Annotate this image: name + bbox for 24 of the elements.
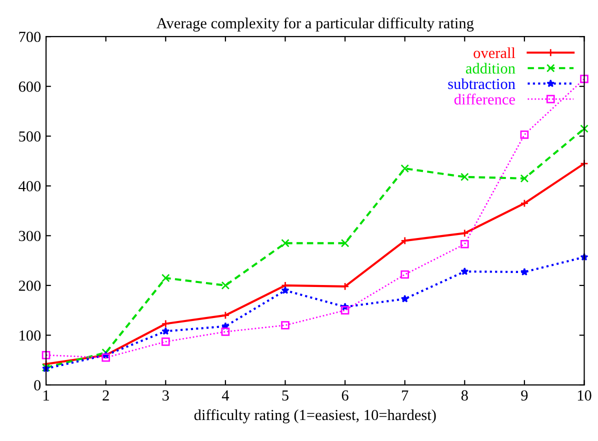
legend-label: difference [454, 94, 515, 105]
legend-label: addition [466, 62, 516, 74]
x-tick-label: 1 [44, 390, 49, 400]
y-tick-label: 0 [34, 380, 41, 390]
y-tick-label: 500 [19, 131, 41, 142]
x-tick-label: 7 [402, 390, 408, 400]
legend-label: overall [474, 47, 516, 58]
x-tick-label: 3 [162, 390, 169, 401]
x-tick-label: 10 [578, 390, 592, 401]
x-tick-label: 5 [282, 390, 288, 401]
y-tick-label: 300 [19, 230, 41, 242]
y-tick-label: 700 [19, 32, 41, 42]
legend-label: subtraction [448, 78, 516, 90]
y-tick-label: 100 [20, 330, 41, 341]
x-tick-label: 6 [342, 390, 348, 401]
x-tick-label: 2 [102, 390, 109, 400]
y-tick-label: 600 [18, 82, 41, 92]
x-axis-title: difficulty rating (1=easiest, 10=hardest) [194, 409, 436, 424]
chart-title: Average complexity for a particular difficulty rating [156, 18, 474, 32]
x-tick-label: 9 [521, 390, 528, 401]
y-tick-label: 200 [18, 280, 41, 291]
y-tick-label: 400 [18, 181, 41, 192]
x-tick-label: 4 [222, 390, 230, 400]
x-tick-label: 8 [461, 390, 468, 401]
